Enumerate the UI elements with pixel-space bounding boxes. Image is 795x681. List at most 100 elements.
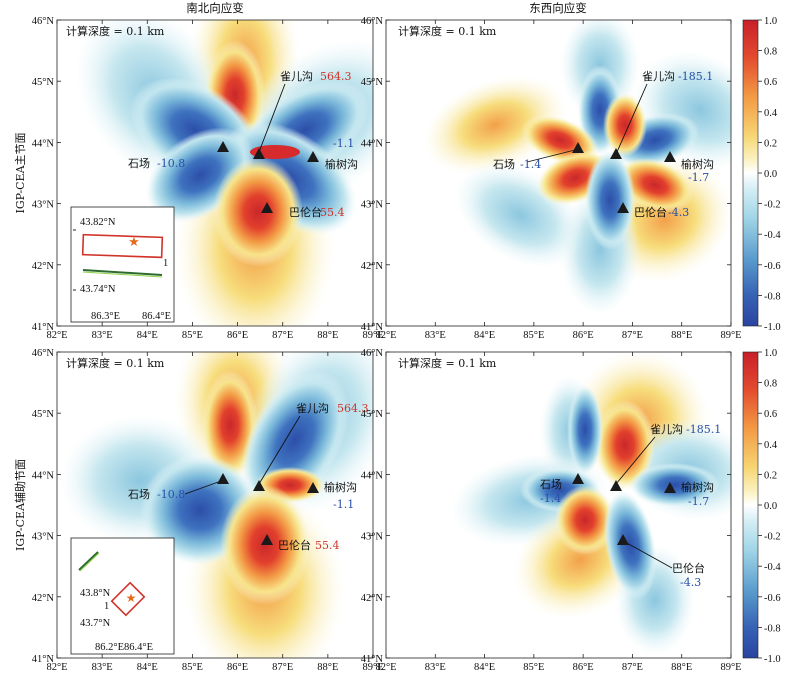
lat-tick-label: 41°N — [361, 322, 384, 333]
inset-lat-top: 43.8°N — [80, 588, 111, 599]
station-value: -10.8 — [157, 488, 185, 501]
inset-lat-bottom: 43.7°N — [80, 618, 111, 629]
colorbar-tick-label: 0.2 — [764, 138, 777, 149]
station-triangle-icon — [261, 202, 273, 213]
lat-tick-label: 44°N — [32, 138, 55, 149]
row-label-aux: IGP-CEA辅助节面 — [13, 459, 27, 551]
lat-tick-label: 42°N — [32, 261, 55, 272]
lat-tick-label: 46°N — [361, 16, 384, 27]
station-triangle-icon — [307, 482, 319, 493]
station-triangle-icon — [572, 473, 584, 484]
axes-layer: 82°E 83°E 84°E 85°E 86°E 87°E 88°E 89°E41°N42°N… — [32, 16, 742, 673]
inset-marker: 1 — [104, 601, 109, 612]
colorbar-tick-label: -0.6 — [764, 261, 781, 272]
colorbar-tick-label: 0.4 — [764, 440, 778, 451]
lon-tick-label: 86°E — [227, 662, 248, 673]
station-name: 石场 — [128, 156, 150, 170]
station-triangle-icon — [217, 141, 229, 152]
station-name: 巴伦台 — [278, 538, 311, 552]
colorbar-bottom — [742, 351, 759, 659]
lon-tick-label: 83°E — [425, 330, 446, 341]
colorbar-tick-label: 0.6 — [764, 409, 777, 420]
lat-tick-label: 42°N — [32, 593, 55, 604]
lon-tick-label: 87°E — [622, 662, 643, 673]
station-triangle-icon — [610, 148, 622, 159]
station-value: -4.3 — [680, 576, 701, 589]
colorbar-tick-label: 0.4 — [764, 108, 778, 119]
station-triangle-icon — [617, 534, 629, 545]
station-value: -1.4 — [540, 492, 561, 505]
colorbar-tick-label: 1.0 — [764, 16, 777, 27]
strain-field-ns-main — [75, 20, 373, 326]
lon-tick-label: 85°E — [182, 662, 203, 673]
colorbar-tick-label: -0.6 — [764, 593, 781, 604]
station-name: 巴伦台 — [672, 561, 705, 575]
station-name: 榆树沟 — [681, 480, 714, 494]
inset-lon-left: 86.3°E — [91, 311, 120, 322]
station-value: 55.4 — [315, 539, 340, 552]
colorbar-tick-label: -0.2 — [764, 200, 781, 211]
colorbar-tick-label: -1.0 — [764, 322, 781, 333]
colorbar-tick-label: -0.4 — [764, 562, 781, 573]
colorbar-tick-label: -0.8 — [764, 623, 781, 634]
lon-tick-label: 89°E — [362, 330, 383, 341]
lat-tick-label: 45°N — [32, 409, 55, 420]
colorbar-tick-label: 0.8 — [764, 47, 777, 58]
panel-ew-aux: 计算深度 = 0.1 km — [385, 351, 732, 659]
inset-marker: 1 — [163, 258, 168, 269]
lon-tick-label: 85°E — [182, 330, 203, 341]
colorbar-tick-label: 0.0 — [764, 501, 777, 512]
colorbar-tick-label: 0.2 — [764, 470, 777, 481]
lon-tick-label: 86°E — [573, 330, 594, 341]
lat-tick-label: 43°N — [32, 532, 55, 543]
station-name: 巴伦台 — [634, 205, 667, 219]
station-value: -1.1 — [333, 137, 354, 150]
depth-label: 计算深度 = 0.1 km — [398, 356, 497, 370]
colorbar-top — [742, 19, 759, 327]
colorbar-tick-label: 1.0 — [764, 348, 777, 359]
epicenter-star-icon: ★ — [126, 591, 137, 605]
lon-tick-label: 89°E — [362, 662, 383, 673]
inset-aux: ★ 43.8°N 43.7°N 86.2°E 86.4°E 1 — [70, 537, 175, 655]
lon-tick-label: 87°E — [272, 330, 293, 341]
lon-tick-label: 84°E — [474, 330, 495, 341]
strain-field-ew-main — [422, 20, 731, 315]
lon-tick-label: 88°E — [671, 330, 692, 341]
station-value: -1.4 — [520, 158, 541, 171]
inset-lon-right: 86.4°E — [142, 311, 171, 322]
lon-tick-label: 82°E — [375, 662, 396, 673]
lat-tick-label: 44°N — [32, 470, 55, 481]
station-triangle-icon — [253, 148, 265, 159]
lon-tick-label: 88°E — [317, 662, 338, 673]
strain-field-ns-aux — [60, 352, 373, 658]
station-name: 雀儿沟 — [642, 70, 675, 83]
station-value: 564.3 — [337, 402, 369, 415]
panel-ew-main: 计算深度 = 0.1 km — [385, 19, 732, 327]
lon-tick-label: 86°E — [227, 330, 248, 341]
depth-label: 计算深度 = 0.1 km — [398, 24, 497, 38]
inset-lat-bottom: 43.74°N — [80, 284, 116, 295]
strain-field-ew-aux — [450, 352, 731, 655]
lat-tick-label: 45°N — [361, 409, 384, 420]
lon-tick-label: 85°E — [523, 662, 544, 673]
station-name: 雀儿沟 — [650, 423, 683, 436]
colorbar-tick-label: 0.6 — [764, 77, 777, 88]
station-value: -1.7 — [688, 495, 709, 508]
column-title-ew: 东西向应变 — [529, 1, 587, 15]
station-value: -1.7 — [688, 171, 709, 184]
station-name: 巴伦台 — [289, 205, 322, 219]
lat-tick-label: 41°N — [32, 322, 55, 333]
lat-tick-label: 42°N — [361, 261, 384, 272]
lat-tick-label: 41°N — [32, 654, 55, 665]
lon-tick-label: 82°E — [375, 330, 396, 341]
column-title-ns: 南北向应变 — [186, 1, 244, 15]
lat-tick-label: 46°N — [32, 16, 55, 27]
lon-tick-label: 84°E — [137, 662, 158, 673]
lon-tick-label: 87°E — [272, 662, 293, 673]
lon-tick-label: 82°E — [46, 330, 67, 341]
lon-tick-label: 83°E — [92, 330, 113, 341]
colorbar-tick-label: -0.8 — [764, 291, 781, 302]
lon-tick-label: 87°E — [622, 330, 643, 341]
station-value: 55.4 — [320, 206, 345, 219]
